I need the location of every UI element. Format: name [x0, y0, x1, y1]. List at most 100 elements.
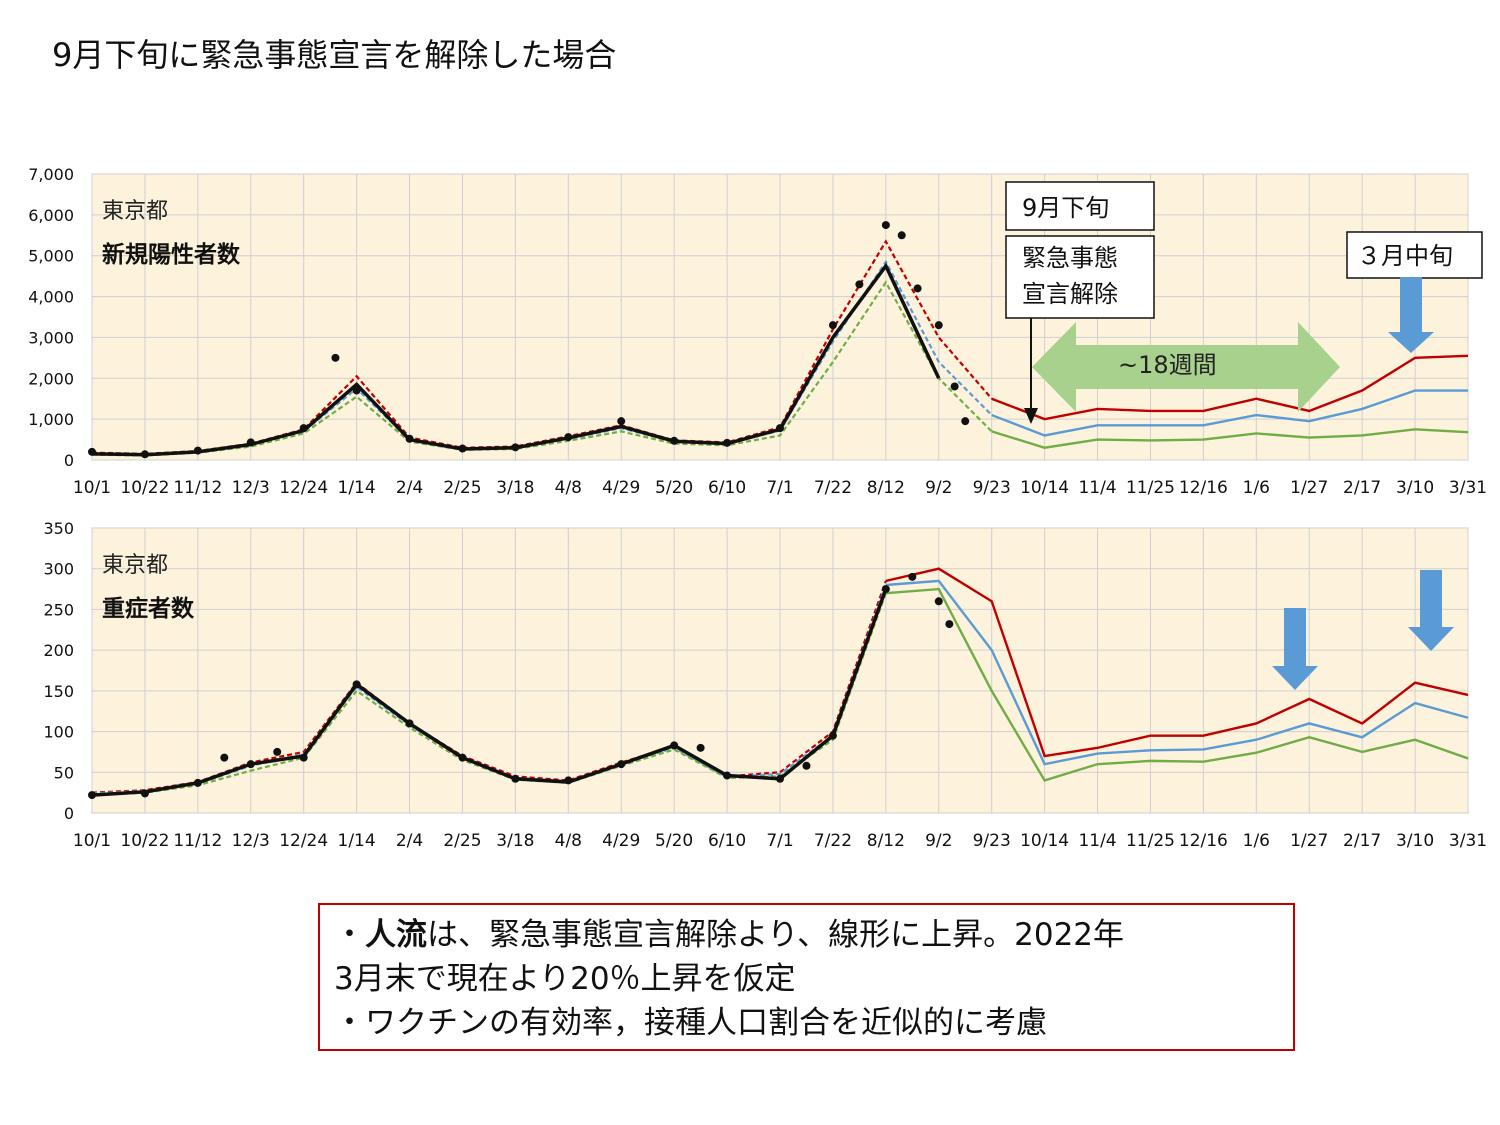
- series-line-green-dashed: [91, 280, 993, 457]
- data-point-observed: [458, 753, 467, 762]
- x-tick-label: 7/22: [814, 831, 852, 851]
- note-line-3: ・ワクチンの有効率，接種人口割合を近似的に考慮: [334, 1005, 1047, 1041]
- data-point-observed: [828, 731, 837, 740]
- x-tick-label: 11/25: [1126, 831, 1175, 851]
- data-point-observed: [193, 446, 202, 455]
- sept-late-label: 9月下旬: [1022, 194, 1109, 222]
- data-point-observed: [934, 321, 943, 330]
- data-point-observed: [670, 436, 679, 445]
- y-tick-label: 150: [43, 682, 74, 701]
- blue-arrow-bottom-chart-2: [1408, 570, 1454, 651]
- chart-region-title: 東京都: [102, 199, 168, 224]
- data-point-observed: [881, 585, 890, 594]
- x-tick-label: 2/25: [443, 478, 481, 498]
- data-point-observed: [458, 444, 467, 453]
- data-point-observed: [617, 760, 626, 769]
- series-line-blue: [885, 579, 1469, 766]
- lift-arrow-head: [1024, 408, 1038, 424]
- x-tick-label: 9/2: [925, 831, 952, 851]
- y-tick-label: 350: [43, 519, 74, 538]
- weeks-label: ~18週間: [1118, 351, 1217, 379]
- x-tick-label: 4/8: [555, 831, 582, 851]
- x-tick-label: 1/14: [338, 478, 376, 498]
- data-point-observed: [881, 221, 890, 230]
- charts-canvas: 0 1,000 2,000 3,000 4,000 5,000 6,000 7,000 10/1…: [28, 165, 1487, 851]
- x-tick-label: 4/29: [602, 831, 640, 851]
- series-line-green: [885, 587, 1469, 782]
- y-tick-label: 200: [43, 641, 74, 660]
- note-line-1-text: は、緊急事態宣言解除より、線形に上昇。2022年: [427, 917, 1125, 953]
- x-tick-label: 5/20: [655, 478, 693, 498]
- data-point-observed: [140, 789, 149, 798]
- data-point-observed: [696, 743, 705, 752]
- assumption-notes: ・人流は、緊急事態宣言解除より、線形に上昇。2022年 3月末で現在より20％上…: [318, 903, 1295, 1051]
- data-point-observed: [299, 424, 308, 433]
- page-title: 9月下旬に緊急事態宣言を解除した場合: [52, 36, 617, 74]
- data-point-observed: [776, 424, 784, 433]
- data-point-observed: [246, 760, 255, 769]
- x-tick-label: 2/17: [1343, 831, 1381, 851]
- data-point-observed: [855, 280, 864, 289]
- data-point-observed: [140, 450, 149, 459]
- data-point-observed: [352, 680, 361, 689]
- x-tick-label: 10/1: [73, 831, 111, 851]
- march-mid-label: ３月中旬: [1357, 242, 1453, 270]
- data-point-observed: [273, 747, 282, 756]
- chart-severe-cases: 0 50 100 150 200 250 300 350 10/1 10/22 11/12 12/3 1…: [43, 519, 1487, 851]
- data-point-observed: [88, 791, 96, 800]
- x-tick-label: 8/12: [867, 478, 905, 498]
- x-tick-label: 10/14: [1020, 478, 1069, 498]
- y-tick-label: 0: [64, 451, 74, 470]
- y-tick-label: 1,000: [28, 410, 74, 429]
- x-tick-label: 11/12: [173, 831, 222, 851]
- data-point-observed: [961, 417, 970, 426]
- x-tick-label: 12/24: [279, 478, 328, 498]
- data-point-observed: [246, 438, 255, 447]
- x-tick-label: 12/3: [232, 478, 270, 498]
- x-tick-label: 10/14: [1020, 831, 1069, 851]
- data-point-observed: [352, 386, 361, 395]
- x-tick-label: 3/10: [1396, 478, 1434, 498]
- data-point-observed: [950, 382, 959, 391]
- chart-metric-title: 新規陽性者数: [102, 241, 241, 268]
- blue-arrow-top-chart: [1388, 277, 1434, 353]
- x-tick-label: 2/4: [396, 478, 423, 498]
- lift-box: [1005, 235, 1155, 319]
- lift-label-line2: 宣言解除: [1022, 280, 1118, 308]
- x-tick-label: 2/25: [443, 831, 481, 851]
- data-point-observed: [405, 719, 414, 728]
- data-point-observed: [405, 434, 414, 443]
- x-tick-label: 3/31: [1449, 831, 1487, 851]
- x-tick-label: 12/24: [279, 831, 328, 851]
- y-tick-label: 6,000: [28, 206, 74, 225]
- x-tick-label: 12/3: [232, 831, 270, 851]
- x-tick-label: 2/17: [1343, 478, 1381, 498]
- x-tick-label: 1/27: [1290, 831, 1328, 851]
- data-point-observed: [908, 572, 917, 581]
- x-tick-label: 3/18: [496, 831, 534, 851]
- x-tick-label: 1/6: [1243, 478, 1270, 498]
- weeks-double-arrow: [1032, 322, 1340, 412]
- y-tick-label: 250: [43, 600, 74, 619]
- x-tick-label: 8/12: [867, 831, 905, 851]
- y-tick-label: 0: [64, 804, 74, 823]
- series-line-red-dashed: [91, 239, 993, 455]
- data-point-observed: [617, 417, 626, 426]
- x-tick-label: 7/1: [766, 478, 793, 498]
- march-mid-box: [1346, 231, 1483, 279]
- x-tick-label: 7/1: [766, 831, 793, 851]
- data-point-observed: [670, 741, 679, 750]
- y-tick-label: 50: [54, 763, 74, 782]
- x-tick-label: 9/23: [973, 831, 1011, 851]
- series-line-red: [885, 567, 1469, 758]
- data-point-observed: [802, 761, 811, 770]
- data-point-observed: [564, 433, 573, 442]
- series-line-red: [991, 354, 1469, 421]
- data-point-observed: [511, 443, 520, 452]
- x-tick-label: 10/1: [73, 478, 111, 498]
- note-line-1: ・人流は、緊急事態宣言解除より、線形に上昇。2022年: [334, 913, 1279, 957]
- x-tick-label: 11/4: [1078, 478, 1116, 498]
- x-tick-label: 1/14: [338, 831, 376, 851]
- data-point-observed: [299, 753, 308, 762]
- y-tick-label: 2,000: [28, 369, 74, 388]
